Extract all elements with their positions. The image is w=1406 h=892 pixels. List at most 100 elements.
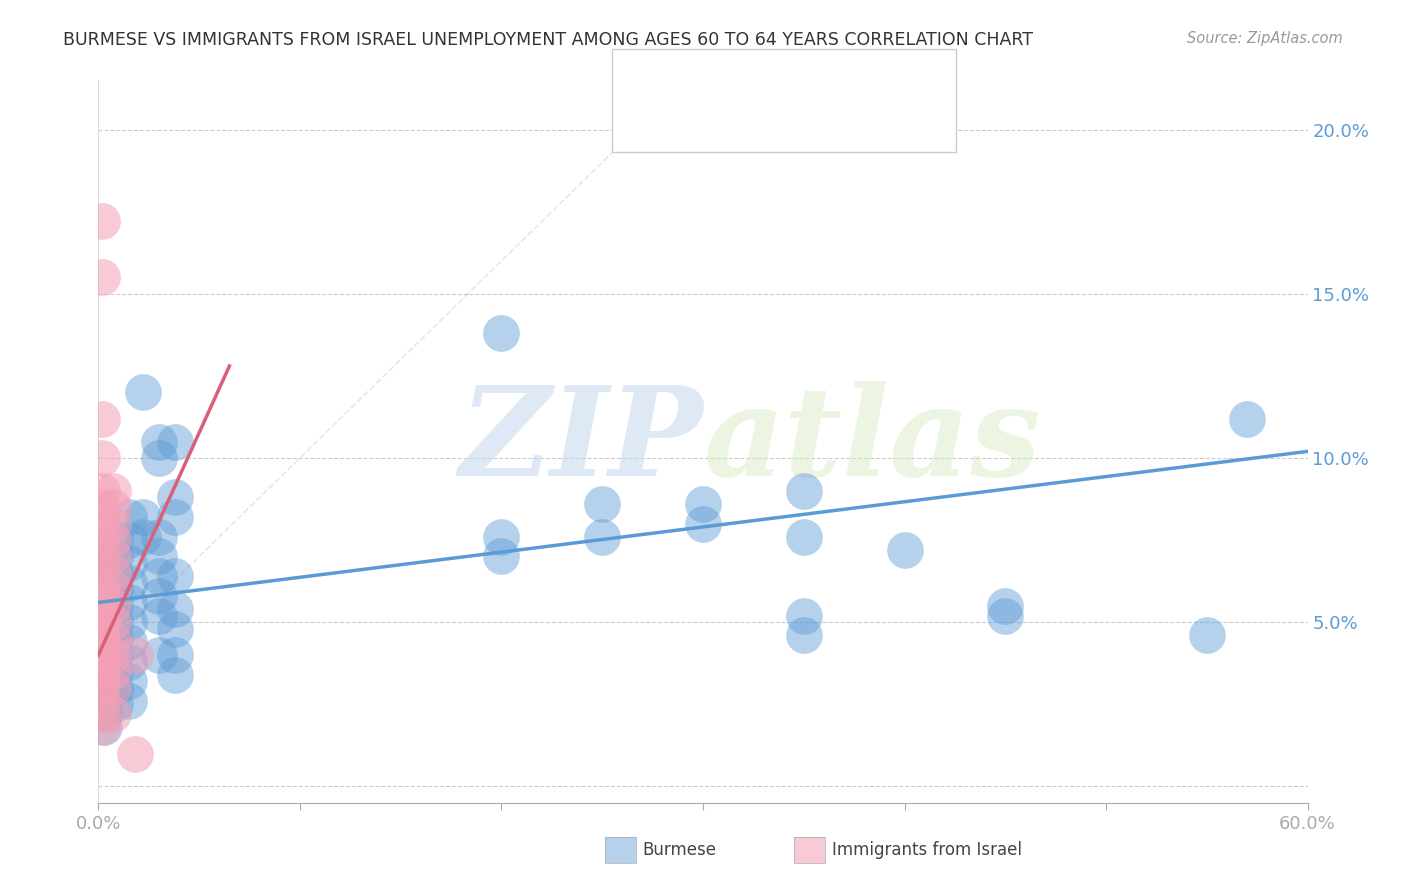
- Point: [118, 655, 141, 669]
- Text: R = 0.327: R = 0.327: [665, 65, 755, 83]
- Point: [101, 500, 124, 515]
- Point: [491, 530, 513, 544]
- Point: [994, 599, 1017, 613]
- Point: [163, 622, 186, 636]
- Point: [91, 628, 114, 642]
- Point: [1236, 411, 1258, 425]
- Point: [101, 665, 124, 679]
- Point: [148, 450, 170, 465]
- Point: [101, 483, 124, 498]
- Point: [101, 549, 124, 564]
- Point: [91, 450, 114, 465]
- Point: [93, 677, 115, 691]
- Point: [1195, 628, 1218, 642]
- Point: [93, 605, 115, 619]
- Text: N = 44: N = 44: [801, 108, 865, 126]
- Point: [93, 648, 115, 662]
- Point: [91, 655, 114, 669]
- Point: [148, 569, 170, 583]
- Point: [692, 497, 714, 511]
- Point: [91, 720, 114, 734]
- Text: atlas: atlas: [703, 381, 1040, 502]
- Point: [93, 720, 115, 734]
- Point: [793, 530, 815, 544]
- Point: [118, 694, 141, 708]
- Point: [591, 497, 613, 511]
- Point: [148, 589, 170, 603]
- Point: [163, 434, 186, 449]
- Point: [93, 657, 115, 672]
- Point: [91, 411, 114, 425]
- Point: [91, 589, 114, 603]
- Point: [101, 516, 124, 531]
- Point: [994, 608, 1017, 623]
- Point: [163, 491, 186, 505]
- Point: [124, 648, 146, 662]
- Point: [91, 602, 114, 616]
- Point: [163, 569, 186, 583]
- Point: [103, 615, 125, 630]
- Point: [118, 615, 141, 630]
- Point: [148, 608, 170, 623]
- Point: [124, 747, 146, 761]
- Point: [91, 270, 114, 285]
- Point: [132, 530, 155, 544]
- Point: [91, 595, 114, 609]
- Point: [163, 510, 186, 524]
- Point: [103, 698, 125, 712]
- Point: [91, 622, 114, 636]
- Point: [93, 573, 115, 587]
- Point: [91, 635, 114, 649]
- Point: [103, 582, 125, 597]
- Point: [91, 608, 114, 623]
- Point: [91, 533, 114, 547]
- Point: [148, 434, 170, 449]
- Text: N = 62: N = 62: [801, 65, 865, 83]
- Point: [118, 575, 141, 590]
- Point: [793, 608, 815, 623]
- Point: [163, 667, 186, 681]
- Point: [101, 566, 124, 580]
- Point: [93, 687, 115, 701]
- Point: [103, 599, 125, 613]
- Point: [893, 542, 915, 557]
- Point: [103, 665, 125, 679]
- Point: [101, 582, 124, 597]
- Point: [101, 599, 124, 613]
- Point: [101, 681, 124, 695]
- Text: Source: ZipAtlas.com: Source: ZipAtlas.com: [1187, 31, 1343, 46]
- Point: [93, 589, 115, 603]
- Text: Immigrants from Israel: Immigrants from Israel: [832, 841, 1022, 859]
- Point: [118, 635, 141, 649]
- Point: [91, 674, 114, 689]
- Point: [93, 667, 115, 681]
- Point: [91, 694, 114, 708]
- Text: BURMESE VS IMMIGRANTS FROM ISRAEL UNEMPLOYMENT AMONG AGES 60 TO 64 YEARS CORRELA: BURMESE VS IMMIGRANTS FROM ISRAEL UNEMPL…: [63, 31, 1033, 49]
- Point: [91, 500, 114, 515]
- Point: [101, 707, 124, 722]
- Point: [118, 510, 141, 524]
- Point: [93, 698, 115, 712]
- Point: [163, 602, 186, 616]
- Point: [91, 516, 114, 531]
- Point: [118, 595, 141, 609]
- Point: [93, 556, 115, 570]
- Point: [103, 632, 125, 646]
- Point: [132, 510, 155, 524]
- Point: [91, 681, 114, 695]
- Point: [101, 648, 124, 662]
- Point: [101, 632, 124, 646]
- Point: [491, 326, 513, 340]
- Point: [148, 648, 170, 662]
- Point: [103, 566, 125, 580]
- Point: [692, 516, 714, 531]
- Point: [91, 615, 114, 630]
- Point: [118, 533, 141, 547]
- Text: ZIP: ZIP: [460, 381, 703, 502]
- Point: [132, 385, 155, 400]
- Point: [103, 648, 125, 662]
- Point: [148, 530, 170, 544]
- Point: [793, 483, 815, 498]
- Point: [91, 566, 114, 580]
- Point: [93, 622, 115, 636]
